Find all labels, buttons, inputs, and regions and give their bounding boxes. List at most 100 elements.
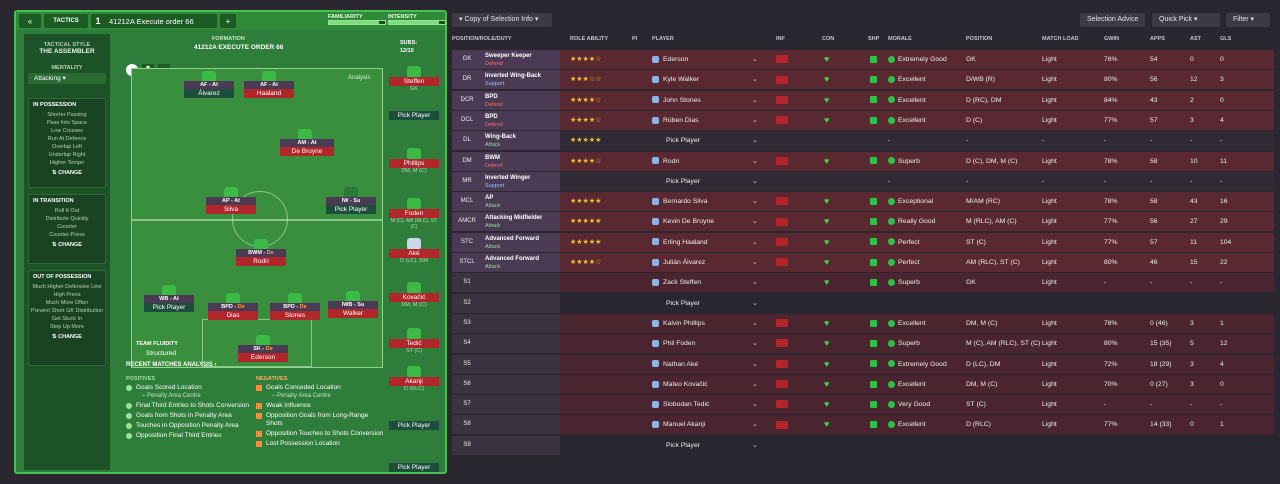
chevron-down-icon[interactable]: ⌄ — [752, 299, 758, 307]
add-tactic-button[interactable]: + — [220, 14, 236, 28]
out-of-possession-change-button[interactable]: ⇅ CHANGE — [52, 334, 82, 340]
chevron-down-icon[interactable]: ⌄ — [752, 319, 758, 327]
row-player[interactable]: Slobodan Tedić — [652, 395, 762, 414]
row-role[interactable]: Inverted Winger Support — [482, 171, 560, 191]
sub-slot[interactable]: Aké D (LC), DM — [389, 238, 441, 268]
chevron-down-icon[interactable]: ⌄ — [752, 441, 758, 449]
table-row[interactable]: S5 Nathan Aké ⌄ ♥ Extremely Good D (LC), DM Li… — [452, 354, 1274, 374]
table-row[interactable]: S4 Phil Foden ⌄ ♥ Superb M (C), AM (RLC), ST … — [452, 334, 1274, 354]
tactic-selector[interactable]: 1 41212A Execute order 66 — [91, 14, 217, 28]
table-row[interactable]: MR Inverted Winger Support Pick Player ⌄ - - - -… — [452, 171, 1274, 191]
view-select[interactable]: ▾ Copy of Selection Info ▾ — [452, 13, 552, 27]
row-player[interactable]: Phil Foden — [652, 334, 762, 353]
pitch-player-ap[interactable]: AP - At Silva — [206, 187, 256, 214]
chevron-down-icon[interactable]: ⌄ — [752, 116, 758, 124]
table-row[interactable]: STCL Advanced Forward Attack ★★★★☆ Julián Ál… — [452, 253, 1274, 272]
row-player[interactable]: Kalvin Phillips — [652, 314, 762, 333]
table-row[interactable]: AMCR Attacking Midfielder Attack ★★★★★ Kevin… — [452, 212, 1274, 232]
row-role[interactable] — [482, 435, 560, 455]
table-row[interactable]: DL Wing-Back Attack ★★★★★ Pick Player ⌄ - - - - - -… — [452, 131, 1274, 151]
chevron-down-icon[interactable]: ⌄ — [752, 259, 758, 266]
chevron-down-icon[interactable]: ⌄ — [752, 76, 758, 84]
pitch-player-iw[interactable]: IW - Su Pick Player — [326, 187, 376, 214]
style-name[interactable]: THE ASSEMBLER — [39, 48, 95, 55]
row-player[interactable]: Mateo Kovačić — [652, 375, 762, 394]
col-gls[interactable]: GLS — [1220, 36, 1232, 42]
row-player[interactable]: Erling Haaland — [652, 233, 762, 252]
col-position[interactable]: POSITION/ROLE/DUTY — [452, 36, 512, 42]
col-pi[interactable]: PI — [632, 36, 638, 42]
row-role[interactable]: Wing-Back Attack — [482, 131, 560, 151]
analysis-toggle[interactable]: Analysis — [348, 75, 371, 81]
in-transition-change-button[interactable]: ⇅ CHANGE — [52, 242, 82, 248]
in-possession-change-button[interactable]: ⇅ CHANGE — [52, 170, 82, 176]
chevron-down-icon[interactable]: ⌄ — [752, 340, 758, 348]
back-button[interactable]: « — [19, 14, 41, 28]
chevron-down-icon[interactable]: ⌄ — [752, 421, 758, 429]
chevron-down-icon[interactable]: ⌄ — [752, 380, 758, 388]
chevron-down-icon[interactable]: ⌄ — [752, 56, 758, 63]
col-match-load[interactable]: MATCH LOAD — [1042, 36, 1079, 42]
table-row[interactable]: DCL BPD Defend ★★★★☆ Rúben Dias ⌄ ♥ Excellent D … — [452, 110, 1274, 130]
table-row[interactable]: GK Sweeper Keeper Defend ★★★★☆ Ederson ⌄ ♥ Extr… — [452, 50, 1274, 69]
sub-slot[interactable]: Kovačić DM, M (C) — [389, 282, 441, 312]
table-row[interactable]: DCR BPD Defend ★★★★☆ John Stones ⌄ ♥ Excellent D… — [452, 90, 1274, 110]
table-row[interactable]: S9 Pick Player ⌄ — [452, 435, 1274, 455]
table-row[interactable]: S1 Zack Steffen ⌄ ♥ Superb GK Light - - - - — [452, 273, 1274, 293]
filter-button[interactable]: Filter ▾ — [1226, 13, 1270, 27]
sub-slot[interactable]: Pick Player — [389, 100, 441, 130]
row-role[interactable] — [482, 395, 560, 415]
col-position2[interactable]: POSITION — [966, 36, 993, 42]
chevron-down-icon[interactable]: ⌄ — [752, 360, 758, 368]
row-player[interactable]: Pick Player — [652, 172, 762, 191]
chevron-down-icon[interactable]: ⌄ — [752, 198, 758, 206]
table-row[interactable]: S7 Slobodan Tedić ⌄ ♥ Very Good ST (C) Light - -… — [452, 395, 1274, 415]
table-row[interactable]: S6 Mateo Kovačić ⌄ ♥ Excellent DM, M (C) Light… — [452, 374, 1274, 394]
pitch-player-bpd-l[interactable]: BPD - De Dias — [208, 293, 258, 320]
row-player[interactable]: Ederson — [652, 50, 762, 69]
row-player[interactable]: Zack Steffen — [652, 273, 762, 292]
row-role[interactable]: Inverted Wing-Back Support — [482, 70, 560, 90]
col-player[interactable]: PLAYER — [652, 36, 674, 42]
selection-advice-button[interactable]: Selection Advice — [1080, 13, 1146, 27]
table-row[interactable]: S3 Kalvin Phillips ⌄ ♥ Excellent DM, M (C) Lig… — [452, 313, 1274, 333]
quick-pick-button[interactable]: Quick Pick ▾ — [1152, 13, 1220, 27]
pitch-player-iwb[interactable]: IWB - Su Walker — [328, 291, 378, 318]
col-shp[interactable]: SHP — [868, 36, 880, 42]
row-role[interactable] — [482, 415, 560, 435]
pitch-player-sk[interactable]: SK - De Ederson — [238, 335, 288, 362]
table-row[interactable]: DM BWM Defend ★★★★☆ Rodri ⌄ ♥ Superb D (C), DM, … — [452, 151, 1274, 171]
table-row[interactable]: S8 Manuel Akanji ⌄ ♥ Excellent D (RLC) Light 77… — [452, 415, 1274, 435]
row-role[interactable] — [482, 374, 560, 394]
col-ast[interactable]: AST — [1190, 36, 1201, 42]
pitch-player-afl[interactable]: AF - At Álvarez — [184, 71, 234, 98]
row-role[interactable] — [482, 334, 560, 354]
mentality-select[interactable]: Attacking ▾ — [28, 73, 106, 84]
row-role[interactable]: BPD Defend — [482, 90, 560, 110]
table-row[interactable]: S2 Pick Player ⌄ — [452, 293, 1274, 313]
sub-slot[interactable]: Phillips DM, M (C) — [389, 148, 441, 178]
pitch-player-bwm[interactable]: BWM - De Rodri — [236, 239, 286, 266]
chevron-down-icon[interactable]: ⌄ — [752, 177, 758, 185]
row-player[interactable]: Kyle Walker — [652, 70, 762, 89]
row-role[interactable] — [482, 273, 560, 293]
col-gwin[interactable]: GWIN — [1104, 36, 1119, 42]
chevron-down-icon[interactable]: ⌄ — [752, 238, 758, 246]
sub-slot[interactable]: Pick Player — [389, 410, 441, 440]
table-row[interactable]: STC Advanced Forward Attack ★★★★★ Erling Haa… — [452, 232, 1274, 252]
sub-slot[interactable]: Akanji D (RLC) — [389, 366, 441, 396]
row-role[interactable] — [482, 313, 560, 333]
row-role[interactable]: AP Attack — [482, 192, 560, 212]
row-player[interactable]: Pick Player — [652, 436, 762, 455]
col-morale[interactable]: MORALE — [888, 36, 912, 42]
sub-slot[interactable]: Pick Player — [389, 452, 441, 482]
pitch-player-afr[interactable]: AF - At Haaland — [244, 71, 294, 98]
col-role-ability[interactable]: ROLE ABILITY — [570, 36, 608, 42]
chevron-down-icon[interactable]: ⌄ — [752, 96, 758, 104]
chevron-down-icon[interactable]: ⌄ — [752, 137, 758, 145]
formation-name[interactable]: 41212A EXECUTE ORDER 66 — [194, 44, 284, 51]
col-inf[interactable]: INF — [776, 36, 785, 42]
row-player[interactable]: Julián Álvarez — [652, 253, 762, 272]
chevron-down-icon[interactable]: ⌄ — [752, 279, 758, 287]
chevron-down-icon[interactable]: ⌄ — [752, 218, 758, 226]
